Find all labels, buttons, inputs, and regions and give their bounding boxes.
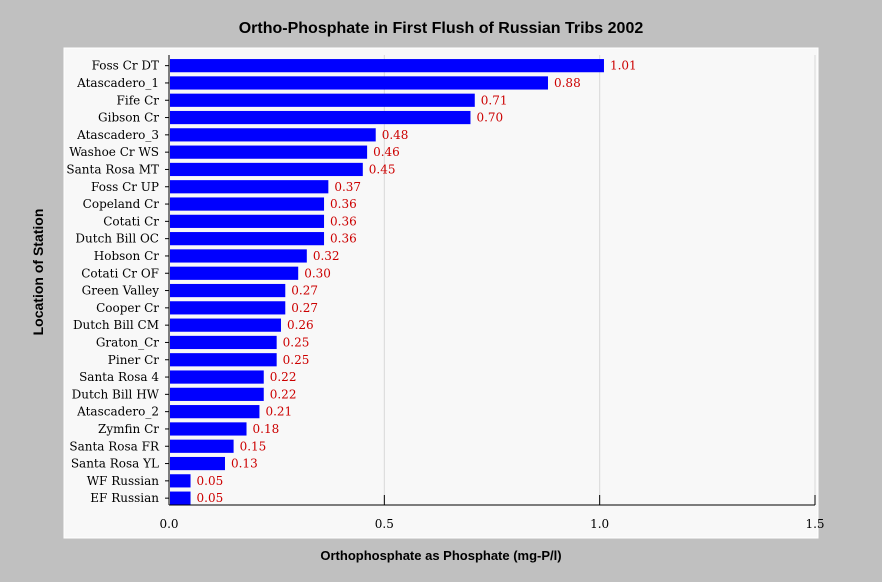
x-tick-label: 1.0 xyxy=(590,517,609,531)
category-label: Santa Rosa 4 xyxy=(79,370,159,384)
x-tick-label: 0.0 xyxy=(159,517,178,531)
value-label: 0.22 xyxy=(270,370,297,384)
category-label: Piner Cr xyxy=(108,353,159,367)
category-label: Fife Cr xyxy=(117,93,160,107)
chart-title: Ortho-Phosphate in First Flush of Russia… xyxy=(238,20,644,37)
value-label: 0.71 xyxy=(481,93,508,107)
bar xyxy=(170,180,329,194)
x-axis-label: Orthophosphate as Phosphate (mg-P/l) xyxy=(320,548,562,563)
bar xyxy=(170,301,286,315)
bar xyxy=(170,318,281,332)
bar xyxy=(170,76,548,90)
value-label: 0.46 xyxy=(373,145,400,159)
bar xyxy=(170,456,225,471)
category-label: Cooper Cr xyxy=(96,301,159,315)
bar xyxy=(170,93,475,107)
bar xyxy=(170,283,286,298)
category-label: Copeland Cr xyxy=(83,197,160,211)
bar xyxy=(170,353,277,367)
bar xyxy=(170,405,260,419)
category-label: Santa Rosa FR xyxy=(69,439,160,453)
bar xyxy=(170,491,191,505)
value-label: 0.22 xyxy=(270,387,297,401)
bar xyxy=(170,110,471,125)
bar xyxy=(170,266,299,280)
value-label: 0.25 xyxy=(283,335,310,349)
value-label: 0.15 xyxy=(240,439,267,453)
bar xyxy=(170,387,264,401)
category-label: Foss Cr UP xyxy=(91,180,159,194)
category-label: Washoe Cr WS xyxy=(69,145,159,159)
value-label: 0.45 xyxy=(369,162,396,176)
category-label: Atascadero_2 xyxy=(76,405,159,419)
category-label: Atascadero_3 xyxy=(76,128,159,142)
category-label: WF Russian xyxy=(87,474,160,488)
value-label: 0.13 xyxy=(231,457,258,471)
x-tick-label: 0.5 xyxy=(375,517,394,531)
bar xyxy=(170,145,368,159)
bar xyxy=(170,214,325,228)
category-label: Zymfin Cr xyxy=(98,422,159,436)
value-label: 0.05 xyxy=(197,474,224,488)
value-label: 0.48 xyxy=(382,128,409,142)
category-label: Dutch Bill CM xyxy=(73,318,159,332)
category-label: Dutch Bill OC xyxy=(75,232,159,246)
category-label: Green Valley xyxy=(82,284,160,298)
value-label: 0.21 xyxy=(265,405,292,419)
value-label: 0.36 xyxy=(330,197,357,211)
category-label: Dutch Bill HW xyxy=(72,387,160,401)
x-tick-label: 1.5 xyxy=(805,517,824,531)
value-label: 1.01 xyxy=(610,59,637,73)
bar xyxy=(170,439,234,453)
value-label: 0.88 xyxy=(554,76,581,90)
bar xyxy=(170,335,277,350)
value-label: 0.32 xyxy=(313,249,340,263)
bar xyxy=(170,249,307,263)
category-label: Gibson Cr xyxy=(98,111,159,125)
value-label: 0.30 xyxy=(304,266,331,280)
category-label: Atascadero_1 xyxy=(76,76,159,90)
category-label: Foss Cr DT xyxy=(92,59,159,73)
category-label: Santa Rosa YL xyxy=(71,457,159,471)
value-label: 0.36 xyxy=(330,232,357,246)
value-label: 0.26 xyxy=(287,318,314,332)
bar xyxy=(170,197,325,211)
bar xyxy=(170,128,376,142)
category-label: EF Russian xyxy=(90,491,159,505)
category-label: Santa Rosa MT xyxy=(66,162,159,176)
value-label: 0.27 xyxy=(291,301,318,315)
value-label: 0.18 xyxy=(253,422,280,436)
value-label: 0.05 xyxy=(197,491,224,505)
bar xyxy=(170,474,191,488)
category-label: Cotati Cr xyxy=(103,214,159,228)
value-label: 0.37 xyxy=(334,180,361,194)
value-label: 0.36 xyxy=(330,214,357,228)
value-label: 0.25 xyxy=(283,353,310,367)
value-label: 0.70 xyxy=(476,111,503,125)
bar xyxy=(170,59,604,73)
category-label: Cotati Cr OF xyxy=(81,266,159,280)
category-label: Graton_Cr xyxy=(96,335,159,349)
value-label: 0.27 xyxy=(291,284,318,298)
bar xyxy=(170,370,264,384)
bar xyxy=(170,232,325,246)
category-label: Hobson Cr xyxy=(94,249,159,263)
bar xyxy=(170,162,363,177)
bar xyxy=(170,422,247,436)
